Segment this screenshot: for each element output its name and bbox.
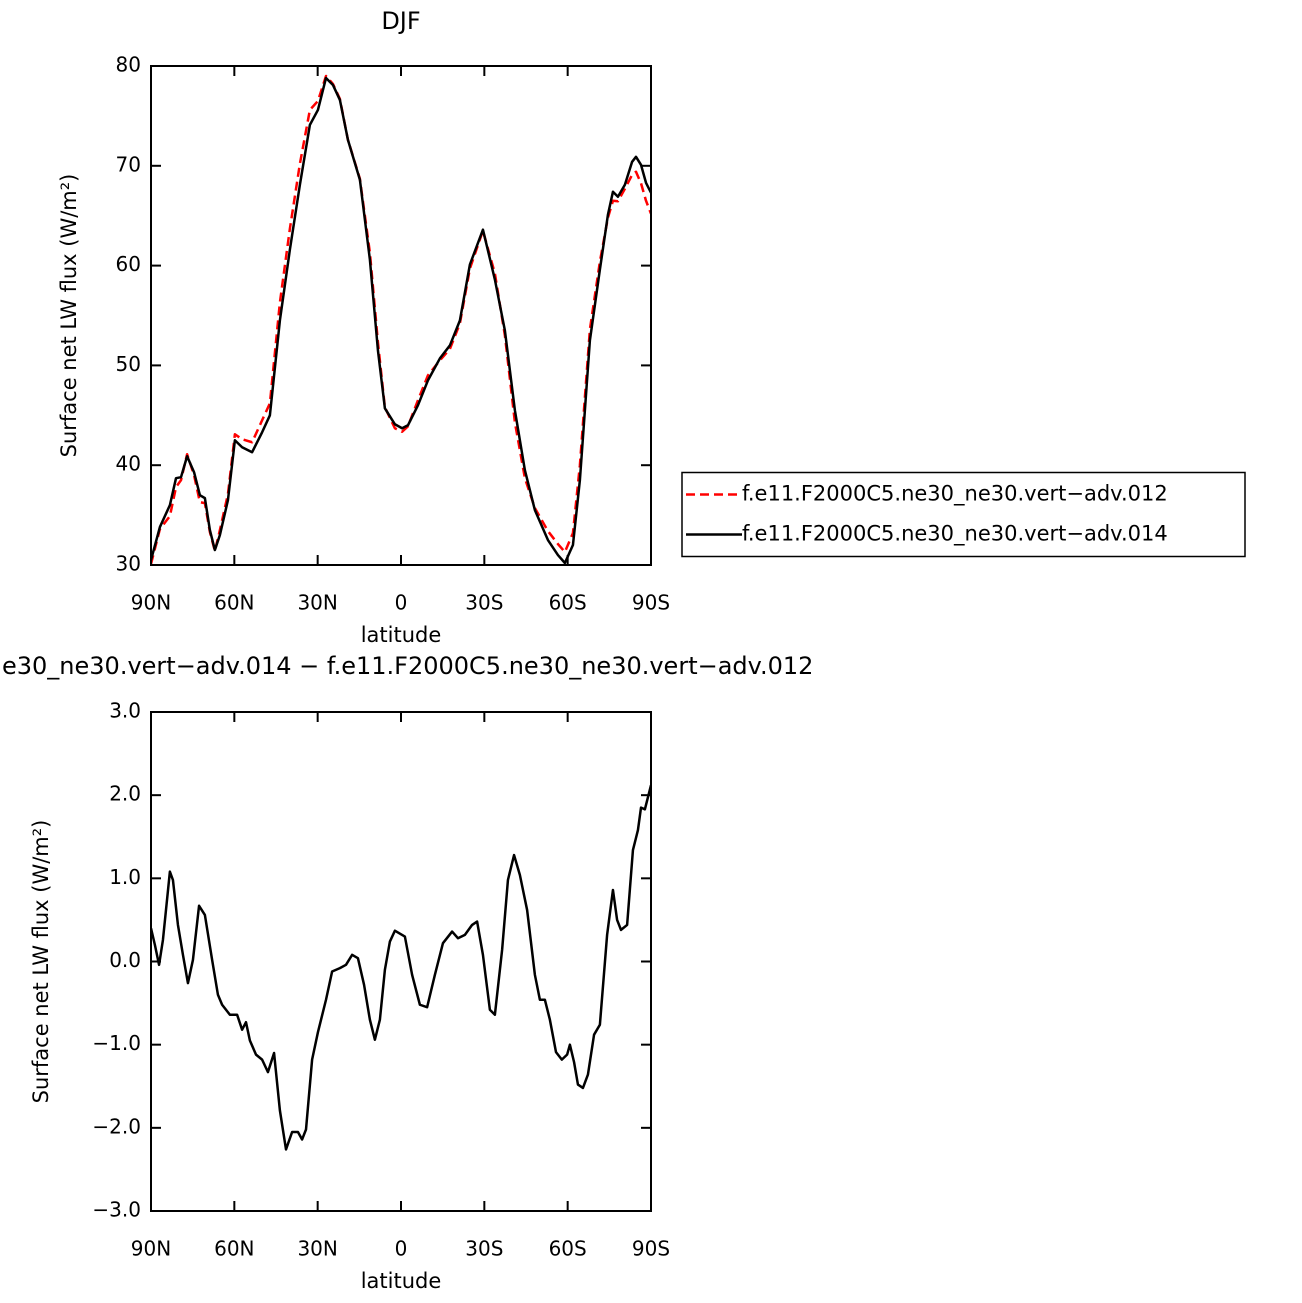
legend-box: [681, 471, 1246, 558]
y-tick-label: 30: [116, 552, 141, 576]
x-tick-label: 90N: [131, 591, 171, 615]
x-tick-label: 0: [395, 1237, 408, 1261]
y-tick-label: 50: [116, 352, 141, 376]
chart-title: DJF: [381, 7, 420, 35]
y-tick-label: 2.0: [109, 782, 141, 806]
plot-lines: [151, 74, 651, 565]
y-tick-label: 70: [116, 152, 141, 176]
y-axis-label: Surface net LW flux (W/m²): [57, 174, 81, 458]
plot-lines: [151, 784, 651, 1151]
y-tick-label: 80: [116, 53, 141, 77]
x-tick-label: 90S: [632, 591, 670, 615]
y-tick-label: 0.0: [109, 948, 141, 972]
x-tick-label: 90S: [632, 1237, 670, 1261]
y-tick-label: 60: [116, 252, 141, 276]
x-tick-label: 0: [395, 591, 408, 615]
x-axis-label: latitude: [361, 623, 442, 647]
data-line: [151, 784, 651, 1151]
y-tick-label: −2.0: [92, 1114, 141, 1138]
y-tick-label: −1.0: [92, 1031, 141, 1055]
x-tick-label: 60S: [549, 1237, 587, 1261]
x-tick-label: 30S: [465, 1237, 503, 1261]
plot-frame: [150, 711, 652, 1212]
data-line: [151, 74, 651, 565]
y-tick-label: 40: [116, 452, 141, 476]
y-axis-label: Surface net LW flux (W/m²): [29, 820, 53, 1104]
plot-frame: [150, 65, 652, 566]
x-tick-label: 60N: [214, 1237, 254, 1261]
x-tick-label: 60N: [214, 591, 254, 615]
x-tick-label: 60S: [549, 591, 587, 615]
x-tick-label: 30S: [465, 591, 503, 615]
x-tick-label: 30N: [297, 1237, 337, 1261]
x-tick-label: 30N: [297, 591, 337, 615]
legend: f.e11.F2000C5.ne30_ne30.vert−adv.012 f.e1…: [681, 471, 1246, 558]
chart-title: e30_ne30.vert−adv.014 − f.e11.F2000C5.ne…: [2, 652, 813, 680]
legend-label: f.e11.F2000C5.ne30_ne30.vert−adv.014: [742, 522, 1168, 547]
legend-label: f.e11.F2000C5.ne30_ne30.vert−adv.012: [742, 482, 1168, 507]
x-axis-label: latitude: [361, 1269, 442, 1293]
y-tick-label: −3.0: [92, 1198, 141, 1222]
y-tick-label: 3.0: [109, 699, 141, 723]
x-tick-label: 90N: [131, 1237, 171, 1261]
y-tick-label: 1.0: [109, 865, 141, 889]
data-line: [151, 76, 651, 565]
